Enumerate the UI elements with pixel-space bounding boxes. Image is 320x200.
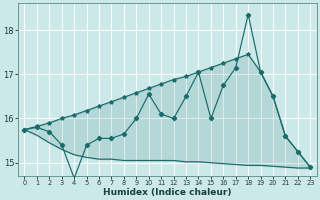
X-axis label: Humidex (Indice chaleur): Humidex (Indice chaleur): [103, 188, 232, 197]
